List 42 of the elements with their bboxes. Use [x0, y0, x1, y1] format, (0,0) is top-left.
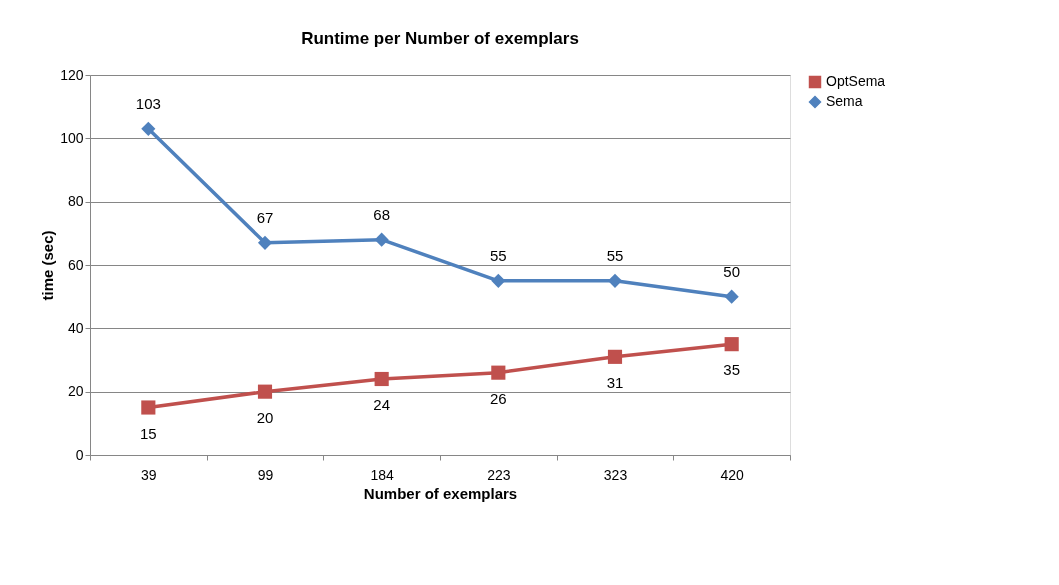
- x-tick-label: 420: [720, 466, 745, 483]
- point: [374, 232, 389, 247]
- x-tick-label: 99: [257, 466, 274, 483]
- point: [257, 384, 273, 399]
- point: [607, 273, 623, 288]
- data-label: 35: [723, 361, 741, 379]
- point: [724, 337, 739, 352]
- legend-label: OptSema: [826, 73, 886, 89]
- y-tick-label: 80: [67, 193, 84, 210]
- y-tick-label: 20: [67, 383, 84, 400]
- y-tick-label: 0: [75, 446, 84, 463]
- x-tick-label: 184: [370, 466, 395, 483]
- point: [491, 365, 506, 380]
- data-label: 67: [256, 208, 274, 226]
- y-tick-label: 120: [60, 66, 84, 83]
- data-label: 103: [135, 94, 161, 112]
- x-tick-label: 223: [487, 466, 511, 483]
- x-tick-label: 323: [603, 466, 628, 483]
- point: [141, 121, 156, 136]
- y-tick-label: 40: [67, 319, 84, 336]
- y-axis-title: time (sec): [39, 230, 57, 301]
- data-label: 20: [256, 408, 274, 426]
- y-tick-label: 100: [60, 129, 84, 146]
- data-label: 31: [606, 373, 624, 391]
- y-tick-label: 60: [67, 256, 84, 273]
- x-axis-title: Number of exemplars: [363, 484, 518, 502]
- data-label: 50: [723, 262, 741, 280]
- point: [257, 235, 273, 250]
- point: [724, 289, 739, 304]
- point: [141, 400, 156, 415]
- chart-title: Runtime per Number of exemplars: [301, 29, 579, 48]
- point: [491, 273, 506, 288]
- data-label: 26: [489, 389, 507, 407]
- data-label: 68: [373, 205, 391, 223]
- data-label: 55: [489, 246, 507, 264]
- point: [374, 371, 389, 387]
- legend-label: Sema: [826, 93, 863, 109]
- data-label: 55: [606, 246, 624, 264]
- x-tick-label: 39: [141, 466, 157, 483]
- point: [607, 349, 623, 364]
- data-label: 24: [373, 396, 391, 413]
- data-label: 15: [139, 424, 157, 442]
